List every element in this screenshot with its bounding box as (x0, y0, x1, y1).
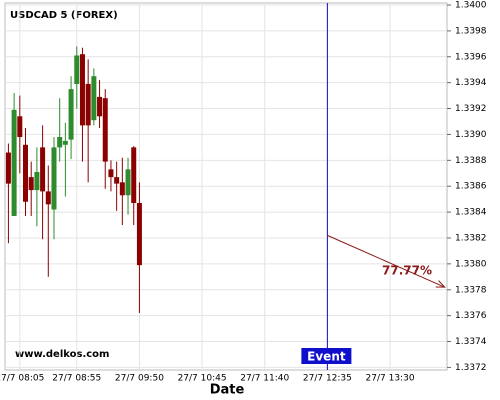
y-tick-label: 1.3396 (455, 52, 487, 62)
candle-body (23, 144, 29, 202)
candle-body (119, 182, 125, 196)
forecast-label: 77.77% (382, 264, 432, 278)
event-label: Event (307, 350, 346, 364)
candle-body (108, 169, 114, 178)
candle-body (79, 54, 85, 126)
x-tick-label: 27/7 13:30 (366, 374, 415, 384)
candle-body (74, 55, 80, 84)
arrow-head (435, 280, 446, 288)
candle-body (11, 109, 17, 216)
candle-body (51, 147, 57, 210)
event-box (301, 348, 352, 364)
candle-body (40, 147, 46, 192)
candle-body (125, 169, 131, 196)
y-tick-label: 1.3380 (455, 259, 487, 269)
candle-body (136, 203, 142, 266)
y-tick-label: 1.3382 (455, 233, 487, 243)
y-tick-label: 1.3372 (455, 363, 487, 373)
x-tick-label: 27/7 08:55 (52, 374, 101, 384)
x-tick-label: 27/7 12:35 (303, 374, 352, 384)
candle-body (34, 171, 40, 191)
chart-title: USDCAD 5 (FOREX) (10, 10, 118, 21)
y-tick-label: 1.3374 (455, 337, 487, 347)
y-tick-label: 1.3398 (455, 26, 487, 36)
candle-body (91, 76, 97, 121)
x-tick-label: 27/7 10:45 (178, 374, 227, 384)
candle-body (28, 177, 34, 191)
x-tick-label: 27/7 11:40 (240, 374, 289, 384)
forecast-arrow (327, 234, 445, 288)
candle-body (45, 191, 51, 205)
y-tick-label: 1.3378 (455, 285, 487, 295)
y-tick-label: 1.3376 (455, 311, 487, 321)
candle-body (131, 147, 137, 204)
candle-body (62, 140, 68, 145)
y-tick-label: 1.3388 (455, 156, 487, 166)
candle-body (97, 96, 103, 117)
candle-body (57, 137, 63, 148)
y-tick-label: 1.3392 (455, 104, 487, 114)
y-tick-label: 1.3386 (455, 182, 487, 192)
candle-body (85, 83, 91, 126)
y-tick-label: 1.3390 (455, 130, 487, 140)
y-tick-label: 1.3400 (455, 1, 487, 11)
candle-body (102, 98, 108, 162)
watermark: www.delkos.com (15, 349, 109, 360)
candle-body (5, 152, 11, 184)
x-tick-label: 27/7 09:50 (115, 374, 164, 384)
candle-body (17, 116, 23, 138)
x-tick-label: 27/7 08:05 (0, 374, 44, 384)
candle-body (68, 89, 74, 140)
candle-body (114, 177, 120, 184)
x-axis-label: Date (210, 383, 245, 398)
y-tick-label: 1.3384 (455, 208, 487, 218)
y-tick-label: 1.3394 (455, 78, 487, 88)
